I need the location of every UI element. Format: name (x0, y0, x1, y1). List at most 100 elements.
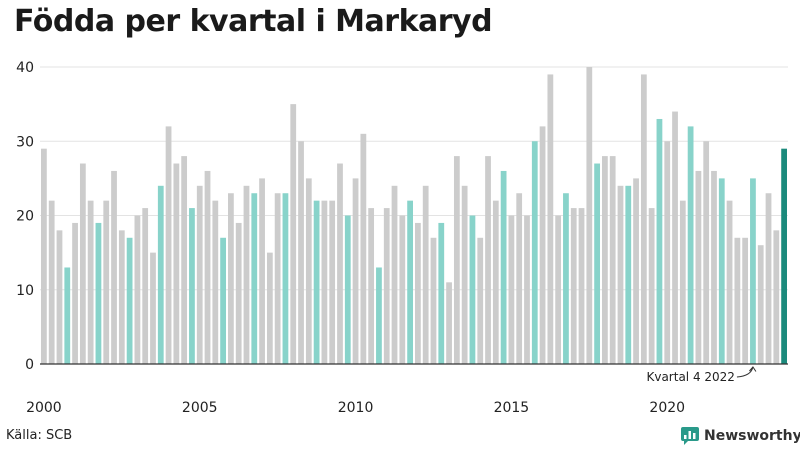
y-tick-label: 20 (16, 209, 34, 225)
bar (220, 237, 226, 364)
bar (48, 200, 55, 364)
bar (313, 200, 320, 364)
bar (617, 185, 624, 364)
bar (118, 230, 125, 364)
bar (477, 237, 484, 364)
y-tick-label: 0 (25, 357, 34, 373)
bar (781, 148, 787, 364)
bar (734, 237, 741, 364)
bar-chart-logo-icon (681, 427, 699, 445)
bar (625, 185, 632, 364)
bar (87, 200, 94, 364)
bar (383, 208, 390, 364)
bar (547, 74, 554, 365)
bar (656, 118, 663, 364)
bar (150, 252, 156, 365)
bar (664, 141, 671, 364)
bar (344, 215, 351, 364)
grid-lines (40, 66, 788, 291)
bar (430, 237, 437, 364)
bar (422, 185, 429, 364)
bar (695, 170, 702, 364)
bars (41, 67, 787, 365)
bar (415, 222, 421, 364)
y-tick-label: 30 (16, 134, 34, 150)
bar (765, 193, 772, 364)
bar (189, 208, 195, 364)
bar (711, 170, 717, 364)
bar (376, 267, 382, 364)
bar (640, 74, 647, 365)
bar (726, 200, 733, 364)
bar (274, 193, 281, 364)
bar (679, 200, 686, 364)
x-tick-label: 2010 (338, 400, 374, 416)
bar (321, 200, 328, 364)
bar (672, 111, 678, 364)
bar (79, 163, 86, 364)
bar (41, 148, 47, 364)
bar (56, 230, 63, 364)
bar (111, 170, 117, 364)
bar (508, 215, 515, 364)
bar (718, 178, 725, 365)
bar (469, 215, 476, 364)
bar (594, 163, 600, 364)
brand-name: Newsworthy (704, 428, 800, 444)
bar (602, 156, 608, 364)
annotation-arrow (736, 366, 757, 378)
bar (687, 126, 694, 365)
x-tick-label: 2005 (182, 400, 218, 416)
bar (750, 178, 756, 365)
source-label: Källa: SCB (6, 428, 73, 443)
bar (648, 208, 655, 364)
bar (72, 222, 78, 364)
bar (181, 156, 188, 364)
bar (524, 215, 530, 364)
bar (103, 200, 110, 364)
bar (337, 163, 343, 364)
bar (196, 185, 203, 364)
bar (407, 200, 413, 364)
bar (259, 178, 265, 365)
bar (212, 200, 219, 364)
bar (329, 200, 336, 364)
bar (516, 193, 523, 364)
bar (251, 193, 258, 364)
bar (555, 215, 562, 364)
y-tick-label: 40 (16, 60, 34, 76)
bar (703, 141, 710, 364)
bar (64, 267, 71, 364)
bar (492, 200, 499, 364)
bar (282, 193, 289, 364)
bar (438, 222, 445, 364)
x-tick-label: 2015 (494, 400, 530, 416)
bar (500, 170, 507, 364)
y-tick-labels: 0 10 20 30 40 (16, 60, 34, 373)
bar (290, 104, 297, 365)
bar (633, 178, 639, 365)
bar (126, 237, 133, 364)
chart-title: Födda per kvartal i Markaryd (14, 4, 493, 39)
bar (391, 185, 398, 364)
bar (228, 193, 234, 364)
annotation-label: Kvartal 4 2022 (646, 370, 734, 384)
bar (461, 185, 468, 364)
bar (485, 156, 491, 364)
newsworthy-logo: Newsworthy (680, 426, 800, 446)
bar (368, 208, 375, 364)
bar (399, 215, 406, 364)
annotation: Kvartal 4 2022 (646, 366, 757, 384)
x-tick-label: 2000 (26, 400, 62, 416)
bar (757, 245, 764, 364)
bar (243, 185, 250, 364)
bar (609, 156, 616, 364)
bar (173, 163, 180, 364)
bar (742, 237, 749, 364)
bar (204, 170, 211, 364)
bar (773, 230, 780, 364)
bar (305, 178, 312, 365)
bar (578, 208, 585, 364)
bar (165, 126, 172, 365)
